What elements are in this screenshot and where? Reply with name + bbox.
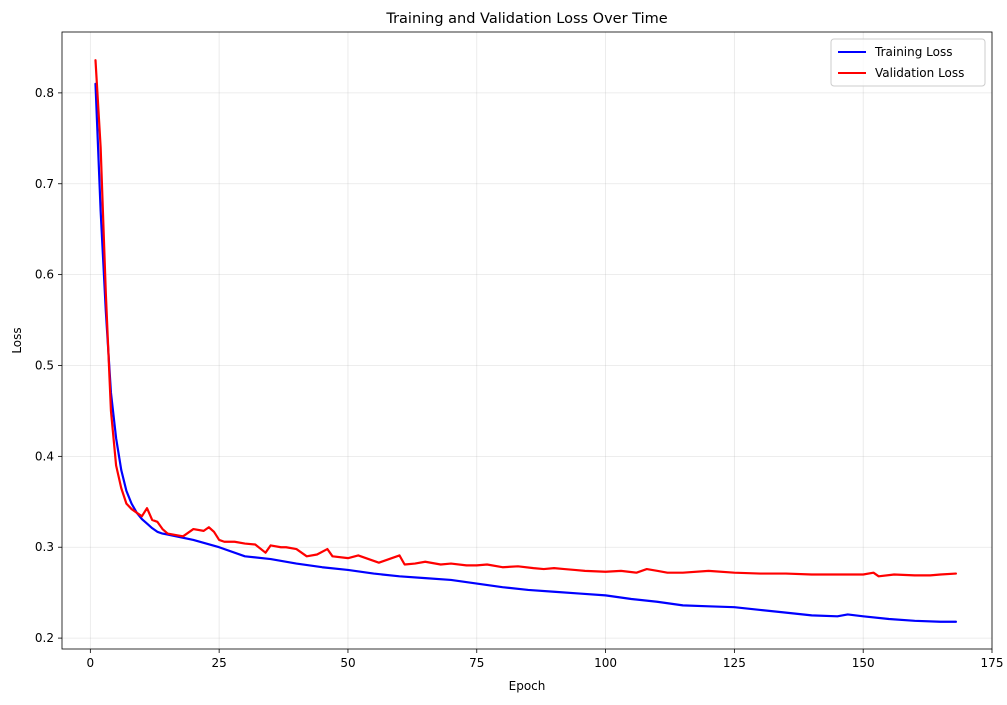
validation-loss-line (94, 59, 958, 578)
grid (62, 32, 993, 649)
plot-frame (61, 31, 993, 650)
ticks: 0 25 50 75 100 125 150 175 0.2 0.3 0.4 0.5 0.6 0.7 0.8 (35, 86, 1004, 670)
y-tick-label: 0.6 (35, 268, 54, 282)
x-tick-label: 175 (981, 656, 1004, 670)
x-tick-label: 150 (852, 656, 875, 670)
y-axis-label: Loss (10, 327, 24, 353)
x-tick-label: 125 (723, 656, 746, 670)
series-layer (94, 59, 958, 623)
x-tick-label: 75 (469, 656, 484, 670)
legend-label-training: Training Loss (874, 45, 952, 59)
chart-title: Training and Validation Loss Over Time (385, 11, 667, 27)
y-tick-label: 0.8 (35, 86, 54, 100)
legend: Training Loss Validation Loss (830, 38, 986, 87)
legend-box (830, 38, 986, 87)
x-tick-label: 0 (87, 656, 95, 670)
training-loss-line (94, 82, 958, 623)
x-tick-label: 50 (340, 656, 355, 670)
legend-label-validation: Validation Loss (875, 66, 964, 80)
y-tick-label: 0.5 (35, 358, 54, 372)
y-tick-label: 0.2 (35, 631, 54, 645)
x-tick-label: 100 (594, 656, 617, 670)
x-axis-label: Epoch (509, 679, 546, 693)
y-tick-label: 0.3 (35, 540, 54, 554)
x-tick-label: 25 (212, 656, 227, 670)
y-tick-label: 0.4 (35, 449, 54, 463)
y-tick-label: 0.7 (35, 177, 54, 191)
